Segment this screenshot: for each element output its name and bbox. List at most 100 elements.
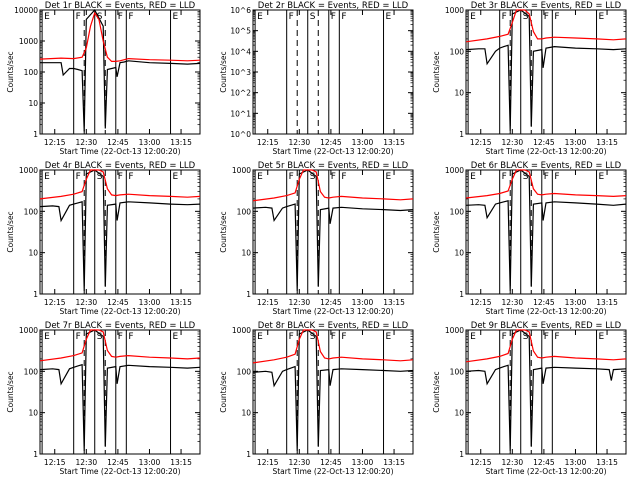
event-marker-label: F [544,172,549,182]
x-tick-label: 13:00 [565,138,587,147]
event-marker-label: F [341,12,346,22]
subplot-6: Det 6r BLACK = Events, RED = LLD 1 10 100 10… [432,161,627,316]
event-marker-label: E [44,172,50,182]
y-tick-label: 1 [459,290,464,299]
x-axis-label: Start Time (22-Oct-13 12:00:20) [59,147,180,156]
x-tick-label: 12:30 [76,138,98,147]
plot-frame [39,169,201,295]
x-tick-label: 12:30 [502,138,524,147]
y-tick-label: 10 [454,249,464,258]
subplot-title: Det 7r BLACK = Events, RED = LLD [45,321,196,331]
subplot-title: Det 9r BLACK = Events, RED = LLD [471,321,622,331]
event-marker-label: F [118,332,123,342]
y-tick-label: 1 [33,130,38,139]
x-axis-label: Start Time (22-Oct-13 12:00:20) [59,467,180,476]
x-tick-label: 12:45 [107,458,129,467]
x-tick-label: 13:00 [139,458,161,467]
y-axis-label: Counts/sec [6,371,15,412]
x-tick-label: 13:15 [383,138,405,147]
x-tick-label: 12:15 [470,138,492,147]
event-marker-label: F [118,12,123,22]
x-tick-label: 13:15 [170,138,192,147]
y-tick-label: 1000 [445,166,464,175]
y-tick-label: 10^6 [230,6,251,15]
y-axis-label: Counts/sec [6,51,15,92]
x-tick-label: 12:30 [76,298,98,307]
series-line-lld [39,169,201,200]
x-axis-label: Start Time (22-Oct-13 12:00:20) [485,147,606,156]
plot-frame [465,9,627,135]
event-marker-label: S [523,12,529,22]
event-marker-label: F [544,332,549,342]
y-tick-label: 1 [459,450,464,459]
y-tick-label: 10^0 [230,130,251,139]
y-tick-label: 100 [24,207,39,216]
event-marker-label: F [331,172,336,182]
plot-frame [252,169,414,295]
event-marker-label: E [257,332,263,342]
y-axis-label: Counts/sec [219,371,228,412]
x-tick-label: 12:45 [320,298,342,307]
event-marker-label: S [97,12,103,22]
y-tick-label: 10 [454,409,464,418]
series-line-lld [39,11,201,63]
x-tick-label: 13:00 [352,138,374,147]
series-line-lld [465,9,627,43]
subplot-title: Det 2r BLACK = Events, RED = LLD [258,1,409,11]
subplot-5: Det 5r BLACK = Events, RED = LLD 1 10 100 10… [219,161,414,316]
event-marker-label: E [44,332,50,342]
x-axis-label: Start Time (22-Oct-13 12:00:20) [272,307,393,316]
x-tick-label: 13:15 [596,458,618,467]
x-axis-label: Start Time (22-Oct-13 12:00:20) [59,307,180,316]
y-axis-label: Counts/sec [432,211,441,252]
subplot-title: Det 8r BLACK = Events, RED = LLD [258,321,409,331]
x-tick-label: 13:15 [596,298,618,307]
y-tick-label: 100 [237,207,252,216]
subplot-title: Det 6r BLACK = Events, RED = LLD [471,161,622,171]
event-marker-label: S [97,332,103,342]
event-marker-label: S [523,172,529,182]
plot-frame [465,329,627,455]
event-marker-label: F [502,332,507,342]
x-tick-label: 13:00 [565,458,587,467]
event-marker-label: F [502,172,507,182]
event-marker-label: S [310,12,316,22]
series-line-events [40,8,201,132]
x-tick-label: 12:30 [289,138,311,147]
y-tick-label: 100 [24,68,39,77]
x-axis-label: Start Time (22-Oct-13 12:00:20) [272,147,393,156]
y-tick-label: 10000 [14,6,38,15]
x-tick-label: 13:15 [596,138,618,147]
event-marker-label: F [128,12,133,22]
event-marker-label: E [386,12,392,22]
y-tick-label: 10 [28,249,38,258]
x-tick-label: 12:15 [44,458,66,467]
x-tick-label: 12:30 [289,458,311,467]
series-line-lld [465,329,627,363]
x-tick-label: 12:30 [502,298,524,307]
event-marker-label: F [118,172,123,182]
x-tick-label: 12:15 [257,458,279,467]
y-tick-label: 10 [241,249,251,258]
x-axis-label: Start Time (22-Oct-13 12:00:20) [485,307,606,316]
y-tick-label: 10^4 [230,47,251,56]
series-line-events [252,169,414,291]
x-tick-label: 12:45 [533,298,555,307]
series-line-events [39,329,201,451]
series-line-events [39,169,201,291]
y-axis-label: Counts/sec [219,211,228,252]
event-marker-label: E [599,12,605,22]
x-tick-label: 12:45 [533,138,555,147]
y-axis-label: Counts/sec [219,51,228,92]
event-marker-label: F [341,332,346,342]
event-marker-label: S [310,332,316,342]
event-marker-label: F [289,332,294,342]
x-tick-label: 12:30 [502,458,524,467]
event-marker-label: E [470,12,476,22]
event-marker-label: S [97,172,103,182]
event-marker-label: F [554,12,559,22]
y-tick-label: 1000 [232,326,251,335]
event-marker-label: F [76,172,81,182]
y-tick-label: 1000 [19,37,38,46]
x-axis-label: Start Time (22-Oct-13 12:00:20) [272,467,393,476]
